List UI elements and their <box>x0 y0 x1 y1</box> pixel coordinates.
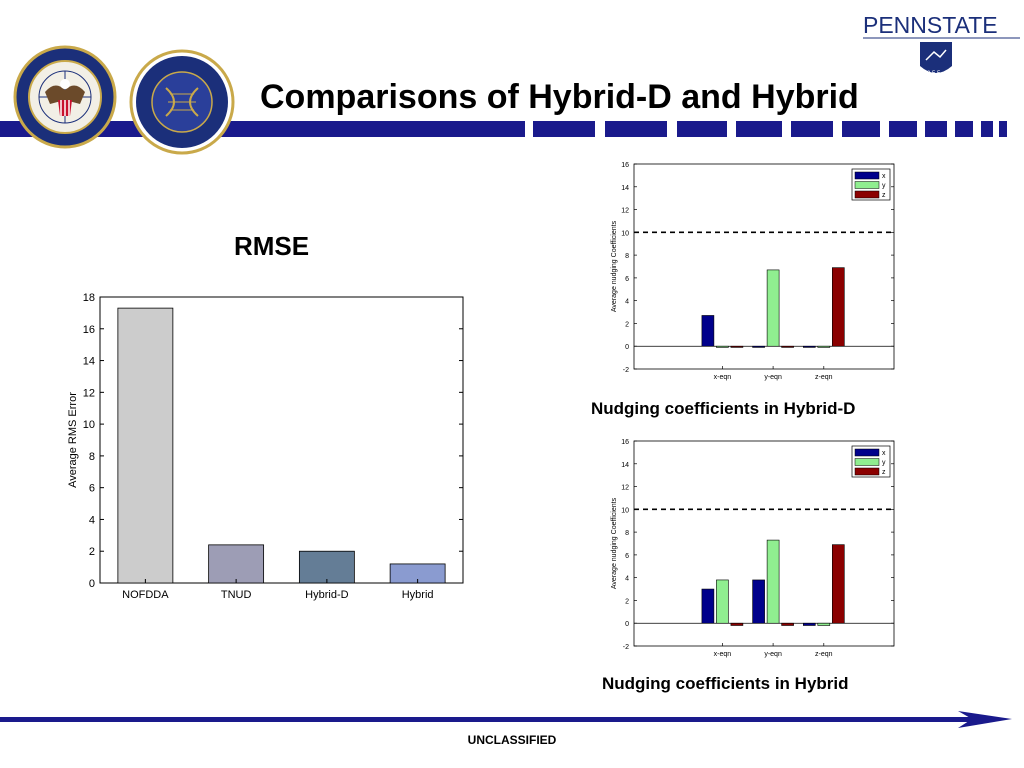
classification-footer: UNCLASSIFIED <box>467 733 557 747</box>
bar-x-eqn-z <box>730 345 744 348</box>
y-tick-label: 0 <box>625 344 629 351</box>
y-tick-label: 10 <box>621 507 629 514</box>
bar-z-eqn-x <box>802 622 816 626</box>
bar-y-eqn-x <box>752 345 765 348</box>
y-tick-label: 16 <box>621 162 629 169</box>
y-tick-label: 12 <box>621 208 629 215</box>
x-tick-label: NOFDDA <box>122 589 169 601</box>
y-tick-label: 0 <box>625 621 629 628</box>
y-tick-label: 8 <box>625 530 629 537</box>
y-tick-label: 18 <box>83 292 95 304</box>
bar-x-eqn-y <box>716 345 729 348</box>
bar-y-eqn-z <box>781 622 794 626</box>
legend-swatch-x <box>854 448 880 457</box>
y-tick-label: 6 <box>625 276 629 283</box>
x-tick-label: x-eqn <box>714 374 732 381</box>
x-tick-label: TNUD <box>221 589 252 601</box>
caption-hybrid-d: Nudging coefficients in Hybrid-D <box>591 399 856 418</box>
x-tick-label: Hybrid-D <box>305 589 348 601</box>
bar-z-eqn-y <box>817 622 831 626</box>
y-tick-label: 2 <box>625 598 629 605</box>
y-tick-label: 4 <box>625 299 629 306</box>
bar-nofdda <box>117 307 174 584</box>
legend-label-x: x <box>882 173 886 180</box>
y-tick-label: 2 <box>625 321 629 328</box>
bar-y-eqn-y <box>766 539 780 624</box>
y-tick-label: -2 <box>623 367 629 374</box>
y-tick-label: 4 <box>89 514 95 526</box>
bar-hybrid-d <box>298 550 355 584</box>
legend-swatch-z <box>854 467 880 476</box>
y-tick-label: 6 <box>89 483 95 495</box>
y-tick-label: 10 <box>621 230 629 237</box>
psu-wordmark: PENNSTATE <box>863 12 998 38</box>
bar-z-eqn-z <box>831 544 845 624</box>
rmse-heading: RMSE <box>234 231 310 261</box>
y-tick-label: 12 <box>621 485 629 492</box>
legend-swatch-y <box>854 181 880 189</box>
y-tick-label: 16 <box>83 324 95 336</box>
dtra-seal-logo <box>13 45 117 149</box>
y-tick-label: 0 <box>89 578 95 590</box>
x-tick-label: z-eqn <box>815 374 833 381</box>
bar-x-eqn-z <box>730 622 744 626</box>
bar-x-eqn-x <box>701 315 715 347</box>
legend-label-y: y <box>882 460 886 467</box>
x-tick-label: y-eqn <box>764 374 782 381</box>
y-axis-label: Average nudging Coefficients <box>611 220 618 312</box>
y-tick-label: 16 <box>621 439 629 446</box>
y-tick-label: 6 <box>625 553 629 560</box>
y-tick-label: -2 <box>623 644 629 651</box>
bar-x-eqn-x <box>701 588 715 624</box>
legend-swatch-y <box>854 458 880 466</box>
legend-label-z: z <box>882 192 886 199</box>
legend-label-z: z <box>882 469 886 476</box>
legend-swatch-x <box>854 171 880 180</box>
y-axis-label: Average RMS Error <box>67 392 79 488</box>
legend-label-x: x <box>882 450 886 457</box>
y-tick-label: 14 <box>83 356 95 368</box>
header-decoration-bar <box>0 121 1007 137</box>
y-tick-label: 14 <box>621 185 629 192</box>
pennstate-logo: PENNSTATE 1 8 5 5 <box>863 12 1020 77</box>
slide-title: Comparisons of Hybrid-D and Hybrid <box>260 78 859 116</box>
bar-z-eqn-z <box>831 267 845 347</box>
y-tick-label: 12 <box>83 387 95 399</box>
y-tick-label: 14 <box>621 462 629 469</box>
x-tick-label: x-eqn <box>714 651 732 658</box>
plot-area <box>633 163 895 370</box>
y-tick-label: 2 <box>89 546 95 558</box>
x-tick-label: y-eqn <box>764 651 782 658</box>
y-tick-label: 8 <box>625 253 629 260</box>
bar-z-eqn-x <box>802 345 816 348</box>
y-tick-label: 8 <box>89 451 95 463</box>
legend-swatch-z <box>854 190 880 199</box>
bar-y-eqn-z <box>781 345 794 348</box>
x-tick-label: Hybrid <box>402 589 434 601</box>
bar-tnud <box>208 544 265 584</box>
x-tick-label: z-eqn <box>815 651 833 658</box>
bar-x-eqn-y <box>716 579 729 624</box>
jsto-seal-logo <box>129 49 235 155</box>
y-axis-label: Average nudging Coefficients <box>611 497 618 589</box>
legend-label-y: y <box>882 183 886 190</box>
caption-hybrid: Nudging coefficients in Hybrid <box>602 674 849 693</box>
psu-year: 1 8 5 5 <box>922 71 941 77</box>
bar-y-eqn-y <box>766 269 780 347</box>
y-tick-label: 10 <box>83 419 95 431</box>
y-tick-label: 4 <box>625 576 629 583</box>
bar-z-eqn-y <box>817 345 831 348</box>
bar-y-eqn-x <box>752 579 765 624</box>
